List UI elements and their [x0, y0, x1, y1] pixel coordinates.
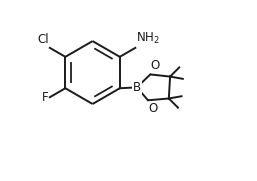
- Text: F: F: [42, 91, 48, 104]
- Text: NH$_2$: NH$_2$: [136, 31, 160, 46]
- Text: Cl: Cl: [37, 33, 49, 46]
- Text: B: B: [133, 81, 141, 94]
- Text: O: O: [151, 59, 160, 72]
- Text: O: O: [149, 102, 158, 115]
